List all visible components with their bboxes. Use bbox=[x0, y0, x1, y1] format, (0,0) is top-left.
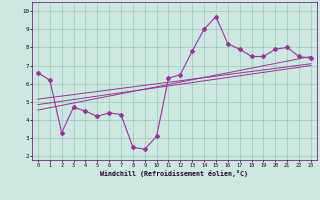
X-axis label: Windchill (Refroidissement éolien,°C): Windchill (Refroidissement éolien,°C) bbox=[100, 170, 248, 177]
